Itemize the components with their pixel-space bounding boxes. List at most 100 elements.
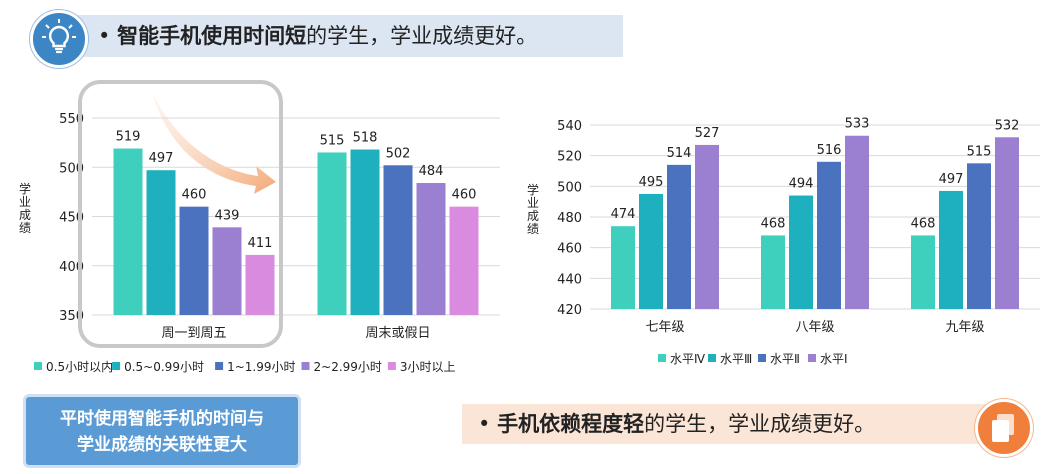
bar [146, 170, 176, 315]
data-label: 468 [761, 216, 786, 231]
callout-line-2: 学业成绩的关联性更大 [77, 435, 247, 455]
legend-label: 水平Ⅲ [720, 352, 752, 366]
data-label: 460 [182, 188, 207, 203]
x-tick-label: 九年级 [945, 320, 984, 335]
callout-line-1: 平时使用智能手机的时间与 [60, 409, 264, 429]
y-tick-label: 350 [59, 309, 84, 324]
data-label: 460 [452, 188, 477, 203]
y-tick-label: 500 [59, 161, 84, 176]
legend-label: 2~2.99小时 [314, 360, 382, 374]
x-tick-label: 八年级 [795, 320, 834, 335]
legend-label: 水平Ⅰ [820, 352, 848, 366]
trend-arrow [152, 92, 276, 194]
y-tick-label: 540 [557, 119, 582, 134]
y-tick-label: 550 [59, 112, 84, 127]
bar [449, 206, 479, 315]
bar [611, 226, 635, 309]
data-label: 474 [611, 207, 636, 222]
y-axis-label-char: 绩 [527, 222, 539, 236]
bar [179, 206, 209, 315]
data-label: 516 [817, 143, 842, 158]
data-label: 468 [911, 216, 936, 231]
x-tick-label: 周一到周五 [161, 326, 226, 341]
y-tick-label: 400 [59, 260, 84, 275]
y-axis-label-char: 绩 [19, 221, 31, 235]
legend-swatch [808, 354, 816, 362]
data-label: 527 [695, 126, 720, 141]
legend-swatch [708, 354, 716, 362]
callout-box: 平时使用智能手机的时间与 学业成绩的关联性更大 [23, 394, 301, 468]
data-label: 515 [967, 144, 992, 159]
y-axis-label-char: 学 [527, 182, 539, 197]
bar [350, 149, 380, 315]
legend-swatch [112, 362, 121, 370]
y-tick-label: 420 [557, 303, 582, 318]
bar [212, 227, 242, 315]
y-tick-label: 500 [557, 180, 582, 195]
bar [761, 235, 785, 309]
data-label: 515 [320, 133, 345, 148]
data-label: 502 [386, 146, 411, 161]
legend-swatch [301, 362, 310, 370]
lightbulb-icon [30, 10, 88, 68]
bar [317, 152, 347, 315]
header-banner [58, 15, 623, 57]
legend-label: 水平Ⅱ [770, 352, 800, 366]
bar [845, 135, 869, 309]
bar [416, 183, 446, 315]
bar [967, 163, 991, 309]
data-label: 494 [789, 177, 814, 192]
data-label: 497 [939, 172, 964, 187]
bar [939, 190, 963, 309]
y-axis-label-char: 成 [527, 209, 539, 223]
footer-bold: 手机依赖程度轻 [497, 412, 645, 436]
y-tick-label: 480 [557, 211, 582, 226]
bar [695, 144, 719, 309]
data-label: 533 [845, 117, 870, 132]
legend-swatch [34, 362, 42, 370]
documents-icon [975, 399, 1033, 457]
legend-label: 0.5~0.99小时 [124, 360, 204, 374]
legend-label: 1~1.99小时 [227, 360, 295, 374]
legend-swatch [387, 362, 396, 370]
y-axis-label: 学业成绩 [527, 182, 539, 236]
data-label: 439 [215, 208, 240, 223]
chart-usage-time: 350 400 450 500 550 学业成绩 519 497 460 439 411 周一到周五 5… [19, 112, 500, 374]
y-tick-label: 460 [557, 242, 582, 257]
data-label: 519 [116, 130, 141, 145]
y-tick-label: 450 [59, 211, 84, 226]
legend-swatch [215, 362, 224, 370]
footer-banner [462, 404, 1002, 444]
bar [789, 195, 813, 309]
y-axis-label-char: 业 [19, 195, 31, 209]
legend-swatch [758, 354, 766, 362]
data-label: 411 [248, 236, 273, 251]
y-axis-label-char: 业 [527, 196, 539, 210]
data-label: 514 [667, 146, 692, 161]
data-label: 518 [353, 131, 378, 146]
header-title: • 智能手机使用时间短的学生，学业成绩更好。 [98, 24, 538, 48]
bar [995, 137, 1019, 309]
footer-title: • 手机依赖程度轻的学生，学业成绩更好。 [478, 412, 876, 436]
header-rest: 的学生，学业成绩更好。 [306, 24, 538, 48]
legend-swatch [658, 354, 666, 362]
legend-label: 0.5小时以内 [46, 360, 113, 374]
y-axis-label: 学业成绩 [19, 181, 31, 235]
bar [667, 164, 691, 309]
footer-rest: 的学生，学业成绩更好。 [644, 412, 876, 436]
bar [245, 254, 275, 315]
bar [817, 161, 841, 309]
legend-label: 3小时以上 [400, 360, 456, 374]
data-label: 532 [995, 118, 1020, 133]
header-bold: 智能手机使用时间短 [117, 24, 307, 48]
y-tick-label: 440 [557, 272, 582, 287]
weekday-highlight-box [78, 80, 283, 348]
y-axis-label-char: 学 [19, 181, 31, 196]
bar [113, 148, 143, 315]
x-tick-label: 七年级 [645, 320, 684, 335]
x-tick-label: 周末或假日 [365, 326, 430, 341]
data-label: 484 [419, 164, 444, 179]
data-label: 495 [639, 175, 664, 190]
